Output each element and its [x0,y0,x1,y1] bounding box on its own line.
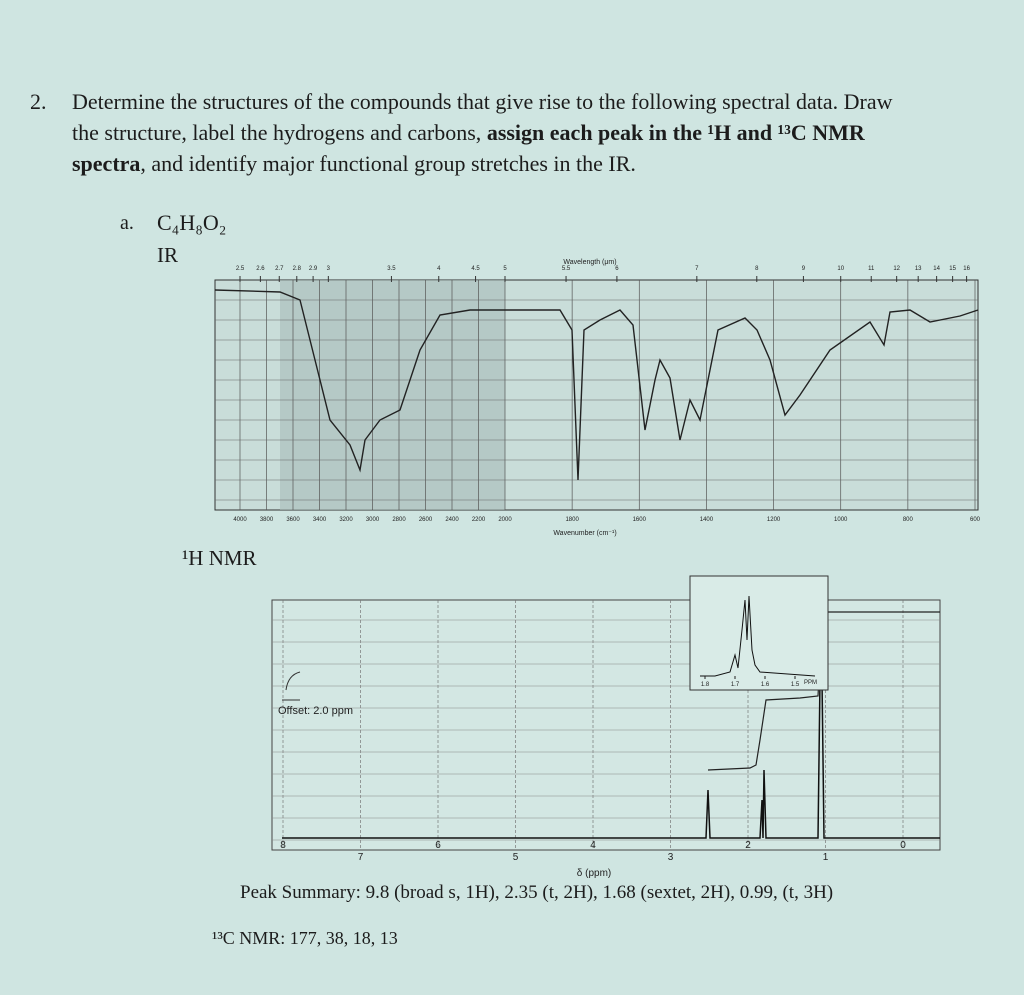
wavenumber-tick-label: 3800 [260,517,274,523]
wavenumber-tick-label: 1600 [633,517,647,523]
wavelength-tick-label: 2.8 [293,266,302,272]
nmr-inset [689,575,829,691]
ppm-tick-label: 8 [280,840,286,851]
part-label: a. [120,212,134,234]
wavelength-tick-label: 7 [695,266,699,272]
wavenumber-tick-label: 600 [970,517,981,523]
wavenumber-tick-label: 2000 [498,517,512,523]
c13-data: ¹³C NMR: 177, 38, 18, 13 [212,928,398,948]
wavelength-tick-label: 5 [503,266,507,272]
wavelength-tick-label: 2.6 [256,266,265,272]
ir-spectrum [214,289,979,481]
ir-grid [215,276,978,510]
wavelength-tick-label: 10 [837,266,844,272]
inset-tick-label: 1.5 [791,682,800,688]
wavenumber-tick-label: 3000 [366,517,380,523]
inset-tick-label: 1.8 [701,682,710,688]
wavelength-tick-label: 4.5 [471,266,480,272]
ppm-tick-label: 1 [823,852,829,863]
nmr-axis-title: δ (ppm) [577,868,611,879]
formula: C₄H₈O₂ [157,210,227,235]
ppm-tick-label: 3 [668,852,674,863]
wavelength-tick-label: 6 [615,266,619,272]
wavelength-tick-label: 2.5 [236,266,245,272]
inset-tick-label: 1.7 [731,682,740,688]
ppm-tick-label: 2 [745,840,751,851]
ppm-tick-label: 4 [590,840,596,851]
ir-label: IR [157,243,178,267]
wavenumber-tick-label: 3600 [286,517,300,523]
question-line: the structure, label the hydrogens and c… [72,117,1024,148]
wavenumber-tick-label: 2600 [419,517,433,523]
wavelength-tick-label: 2.9 [309,266,318,272]
ppm-tick-label: 5 [513,852,519,863]
wavenumber-tick-label: 1400 [700,517,714,523]
wavenumber-tick-label: 2400 [445,517,459,523]
wavenumber-tick-label: 4000 [233,517,247,523]
wavenumber-tick-label: 2200 [472,517,486,523]
text-run: assign each peak in the ¹H and ¹³C NMR [486,120,865,145]
ppm-tick-label: 0 [900,840,906,851]
offset-trace [282,671,301,701]
ppm-tick-label: 6 [435,840,441,851]
inset-tick-label: 1.6 [761,682,770,688]
ppm-tick-label: 7 [358,852,364,863]
wavenumber-tick-label: 2800 [392,517,406,523]
wavelength-tick-label: 13 [915,266,922,272]
text-run: the structure, label the hydrogens and c… [72,120,487,145]
offset-note: Offset: 2.0 ppm [278,705,353,717]
wavenumber-tick-label: 1200 [767,517,781,523]
wavelength-tick-label: 5.5 [562,266,571,272]
wavelength-tick-label: 15 [949,266,956,272]
wavelength-tick-label: 3 [327,266,331,272]
wavelength-tick-label: 16 [963,266,970,272]
wavelength-tick-label: 2.7 [275,266,284,272]
wavelength-tick-label: 12 [893,266,900,272]
peak-summary: Peak Summary: 9.8 (broad s, 1H), 2.35 (t… [240,882,834,903]
ir-wavenumber-title: Wavenumber (cm⁻¹) [553,530,616,537]
ir-shade [280,280,505,510]
inset-unit: PPM [804,680,817,686]
nmr-label: ¹H NMR [182,546,257,570]
wavelength-tick-label: 8 [755,266,759,272]
question-number: 2. [30,89,47,114]
nmr-frame [271,599,941,851]
nmr-grid [272,600,940,850]
wavelength-tick-label: 9 [802,266,806,272]
inset-peaks [700,595,816,677]
wavenumber-tick-label: 1000 [834,517,848,523]
wavenumber-tick-label: 3400 [313,517,327,523]
ir-wavelength-title: Wavelength (μm) [563,259,616,266]
wavenumber-tick-label: 1800 [565,517,579,523]
text-run: spectra [72,151,141,176]
wavelength-tick-label: 3.5 [387,266,396,272]
wavelength-tick-label: 4 [437,266,441,272]
question-line: Determine the structures of the compound… [72,86,1024,117]
wavelength-tick-label: 11 [868,266,875,272]
wavenumber-tick-label: 3200 [339,517,353,523]
wavelength-tick-label: 14 [933,266,940,272]
text-run: , and identify major functional group st… [140,151,636,176]
text-run: Determine the structures of the compound… [72,89,893,114]
question-text: Determine the structures of the compound… [72,86,1024,179]
question-line: spectra, and identify major functional g… [72,148,1024,179]
wavenumber-tick-label: 800 [903,517,914,523]
